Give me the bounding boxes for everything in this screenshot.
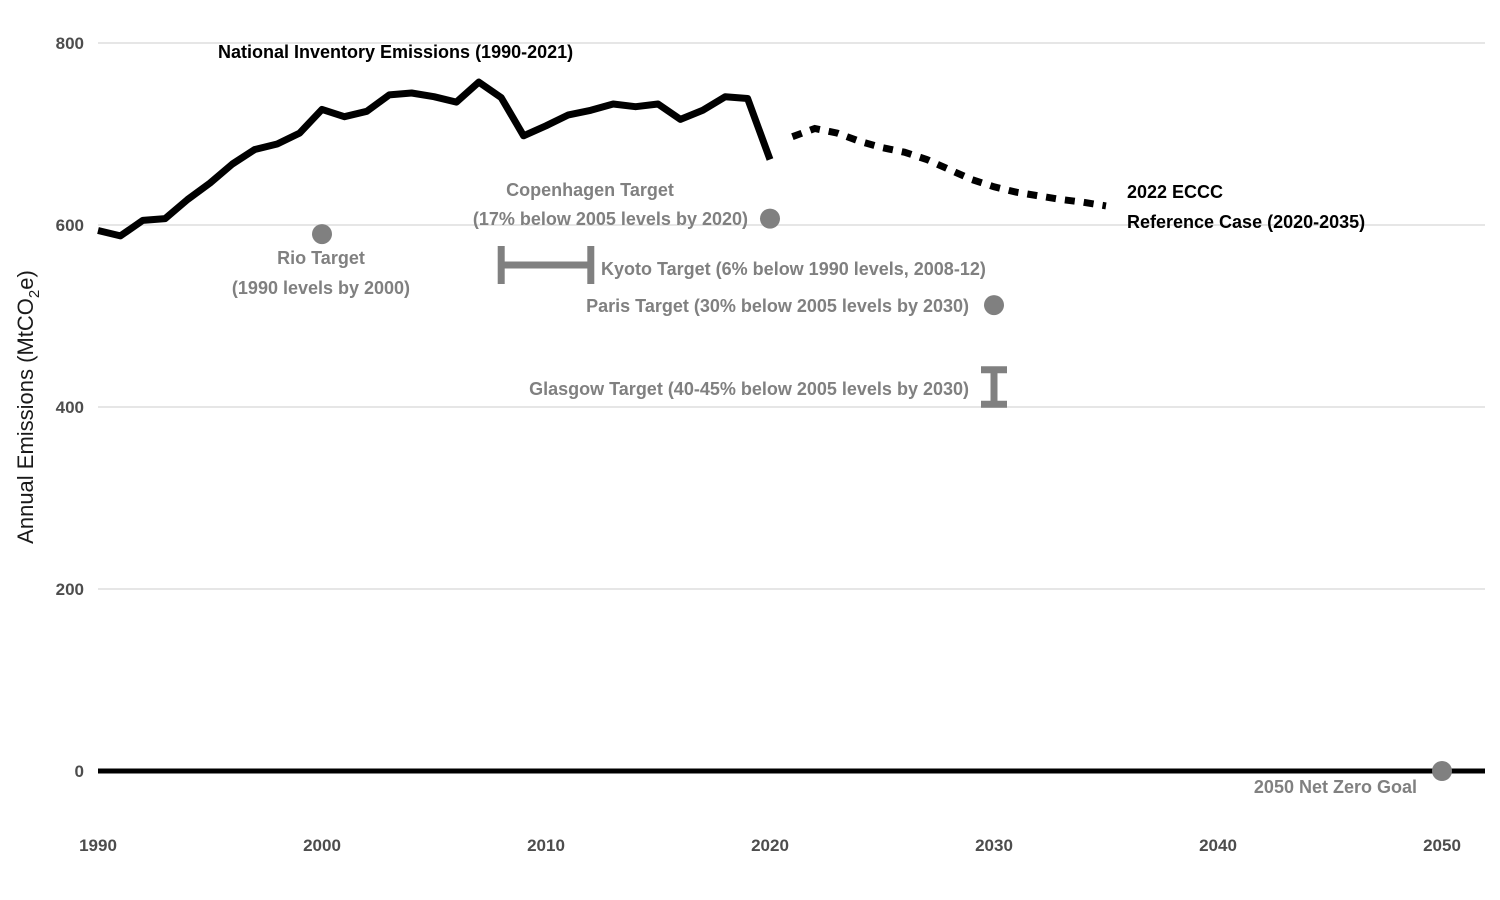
glasgow-target-label: Glasgow Target (40-45% below 2005 levels… (529, 379, 969, 399)
x-tick-2010: 2010 (527, 836, 565, 855)
kyoto-target-label: Kyoto Target (6% below 1990 levels, 2008… (601, 259, 986, 279)
paris-target-marker (984, 295, 1004, 316)
rio-target-label: Rio Target (277, 248, 365, 268)
copenhagen-target-marker (760, 208, 780, 229)
copenhagen-target-label: Copenhagen Target (506, 180, 674, 200)
y-tick-labels: 0 200 400 600 800 (56, 34, 84, 781)
y-tick-200: 200 (56, 580, 84, 599)
x-tick-1990: 1990 (79, 836, 117, 855)
y-axis-label: Annual Emissions (MtCO2e) (13, 270, 43, 544)
reference-case-projection-line (791, 124, 1107, 210)
projection-label-line2: Reference Case (2020-2035) (1127, 212, 1365, 232)
x-tick-2040: 2040 (1199, 836, 1237, 855)
glasgow-target-marker (981, 366, 1007, 408)
paris-target-label: Paris Target (30% below 2005 levels by 2… (586, 296, 969, 316)
net-zero-goal-label: 2050 Net Zero Goal (1254, 777, 1417, 797)
rio-target-marker (312, 224, 332, 245)
x-tick-2050: 2050 (1423, 836, 1461, 855)
y-tick-400: 400 (56, 398, 84, 417)
y-tick-600: 600 (56, 216, 84, 235)
projection-label-line1: 2022 ECCC (1127, 182, 1223, 202)
inventory-label: National Inventory Emissions (1990-2021) (218, 42, 573, 62)
net-zero-goal-marker (1432, 761, 1452, 781)
copenhagen-target-sublabel: (17% below 2005 levels by 2020) (473, 209, 748, 229)
targets (312, 208, 1452, 781)
x-tick-2030: 2030 (975, 836, 1013, 855)
x-tick-labels: 1990 2000 2010 2020 2030 2040 2050 (79, 836, 1461, 855)
y-tick-0: 0 (75, 762, 84, 781)
y-tick-800: 800 (56, 34, 84, 53)
kyoto-target-marker (497, 246, 595, 285)
series (97, 78, 1107, 240)
rio-target-sublabel: (1990 levels by 2000) (232, 278, 410, 298)
x-tick-2000: 2000 (303, 836, 341, 855)
gridlines (98, 42, 1485, 774)
x-tick-2020: 2020 (751, 836, 789, 855)
inventory-emissions-line (97, 78, 774, 240)
